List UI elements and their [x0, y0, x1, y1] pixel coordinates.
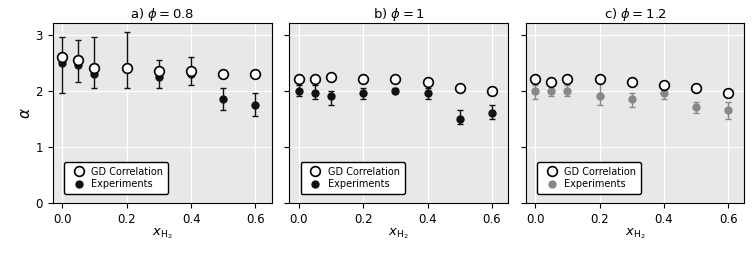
X-axis label: $x_{\mathrm{H_2}}$: $x_{\mathrm{H_2}}$ [152, 227, 172, 242]
Legend: GD Correlation, Experiments: GD Correlation, Experiments [537, 162, 641, 194]
Title: b) $\phi = 1$: b) $\phi = 1$ [372, 6, 425, 23]
Title: a) $\phi = 0.8$: a) $\phi = 0.8$ [130, 6, 194, 23]
Legend: GD Correlation, Experiments: GD Correlation, Experiments [64, 162, 168, 194]
Title: c) $\phi = 1.2$: c) $\phi = 1.2$ [604, 6, 666, 23]
Y-axis label: $\alpha$: $\alpha$ [17, 107, 32, 119]
X-axis label: $x_{\mathrm{H_2}}$: $x_{\mathrm{H_2}}$ [388, 227, 409, 242]
X-axis label: $x_{\mathrm{H_2}}$: $x_{\mathrm{H_2}}$ [625, 227, 645, 242]
Legend: GD Correlation, Experiments: GD Correlation, Experiments [301, 162, 405, 194]
